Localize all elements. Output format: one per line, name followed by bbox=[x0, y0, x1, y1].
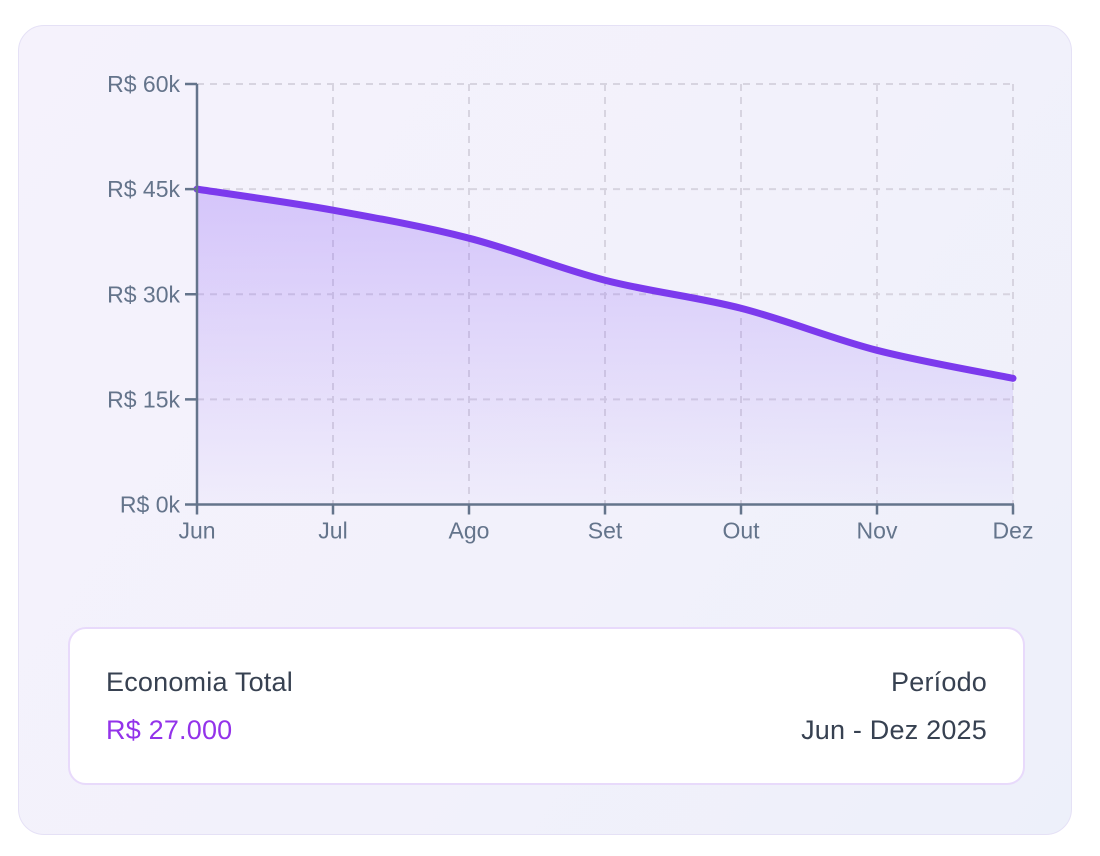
savings-line-chart: R$ 0k R$ 15k R$ 30k R$ 45k R$ 60k Jun Jul Ago Se… bbox=[107, 71, 1034, 544]
summary-card: Economia Total R$ 27.000 Período Jun - D… bbox=[68, 627, 1025, 785]
x-tick-label: Dez bbox=[993, 518, 1034, 544]
y-tick-label: R$ 30k bbox=[107, 281, 180, 307]
y-tick-label: R$ 45k bbox=[107, 176, 180, 202]
x-tick-label: Jun bbox=[178, 518, 215, 544]
x-tick-label: Ago bbox=[449, 518, 490, 544]
x-tick-label: Nov bbox=[857, 518, 898, 544]
y-tick-label: R$ 0k bbox=[120, 492, 181, 518]
y-tick-label: R$ 60k bbox=[107, 71, 180, 97]
period-block: Período Jun - Dez 2025 bbox=[801, 658, 987, 754]
x-tick-label: Out bbox=[722, 518, 760, 544]
period-value: Jun - Dez 2025 bbox=[801, 715, 987, 745]
x-tick-label: Set bbox=[588, 518, 623, 544]
chart-line bbox=[193, 185, 1017, 382]
y-tick-label: R$ 15k bbox=[107, 386, 180, 412]
total-savings-label: Economia Total bbox=[106, 667, 293, 697]
chart-area bbox=[197, 189, 1013, 505]
period-label: Período bbox=[891, 667, 987, 697]
total-savings-value: R$ 27.000 bbox=[106, 715, 233, 745]
x-tick-label: Jul bbox=[318, 518, 347, 544]
total-savings-block: Economia Total R$ 27.000 bbox=[106, 658, 293, 754]
